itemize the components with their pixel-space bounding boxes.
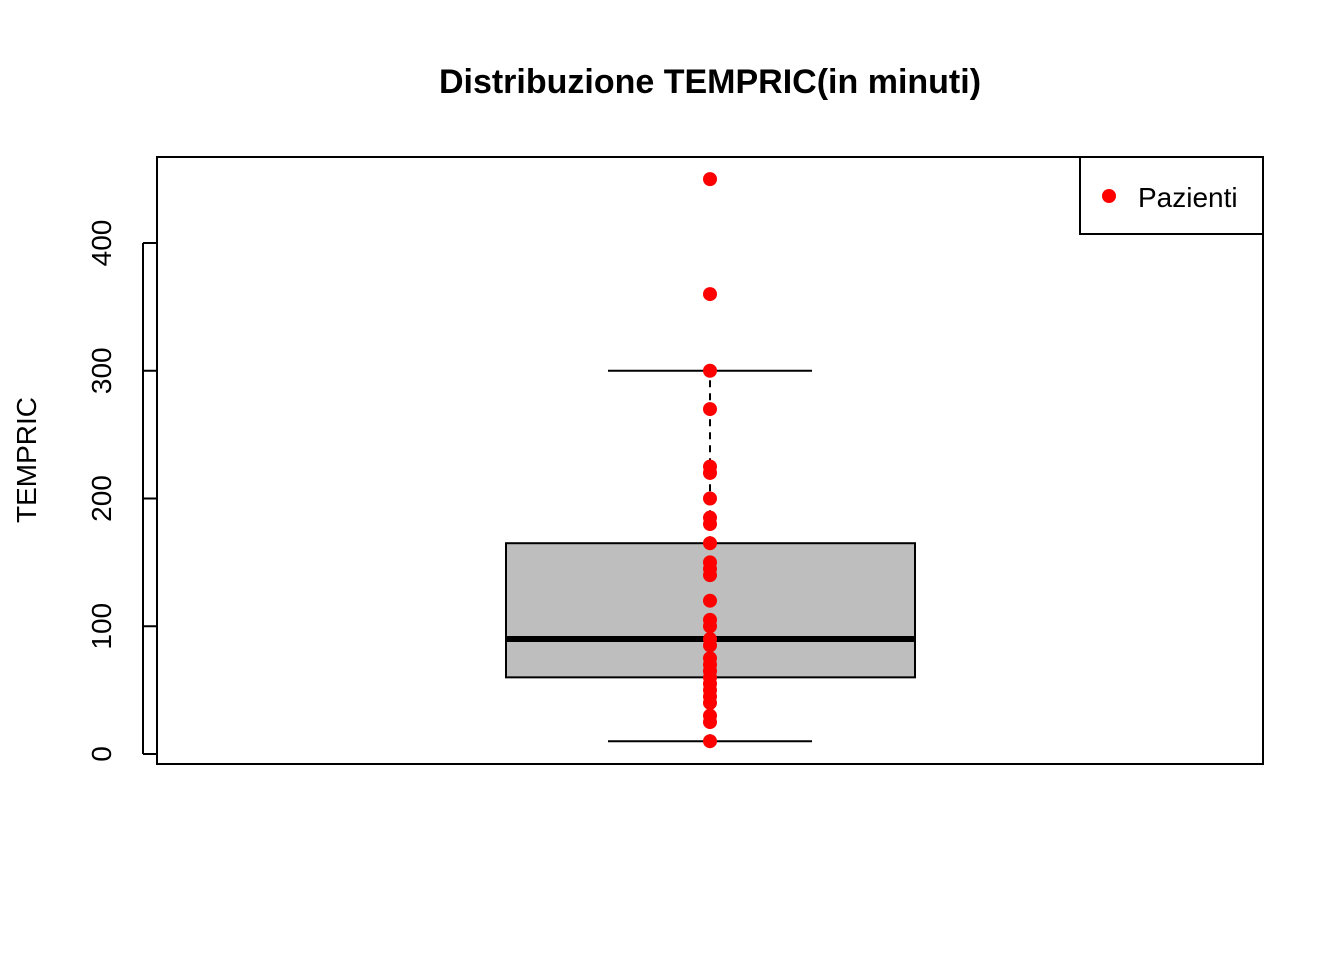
data-point <box>703 612 717 627</box>
data-point <box>703 651 717 666</box>
y-axis-label: TEMPRIC <box>11 397 42 523</box>
data-point <box>703 287 717 302</box>
data-point <box>703 459 717 474</box>
y-tick-label: 400 <box>86 220 117 267</box>
y-axis: 0 100 200 300 400 <box>86 220 157 762</box>
data-point <box>703 593 717 608</box>
data-point <box>703 536 717 551</box>
y-tick-label: 100 <box>86 603 117 650</box>
points-layer <box>703 172 717 749</box>
data-point <box>703 172 717 187</box>
y-tick-label: 200 <box>86 475 117 522</box>
legend-marker <box>1102 189 1116 203</box>
data-point <box>703 491 717 506</box>
data-point <box>703 555 717 570</box>
data-point <box>703 632 717 647</box>
chart-title: Distribuzione TEMPRIC(in minuti) <box>439 63 981 101</box>
plot-area-frame <box>156 156 1264 765</box>
y-tick-label: 0 <box>86 746 117 762</box>
data-point <box>703 708 717 723</box>
data-point <box>703 510 717 525</box>
legend: Pazienti <box>1079 156 1264 235</box>
data-point <box>703 734 717 749</box>
data-point <box>703 402 717 417</box>
legend-label: Pazienti <box>1138 182 1238 213</box>
y-tick-label: 300 <box>86 347 117 394</box>
data-point <box>703 363 717 378</box>
